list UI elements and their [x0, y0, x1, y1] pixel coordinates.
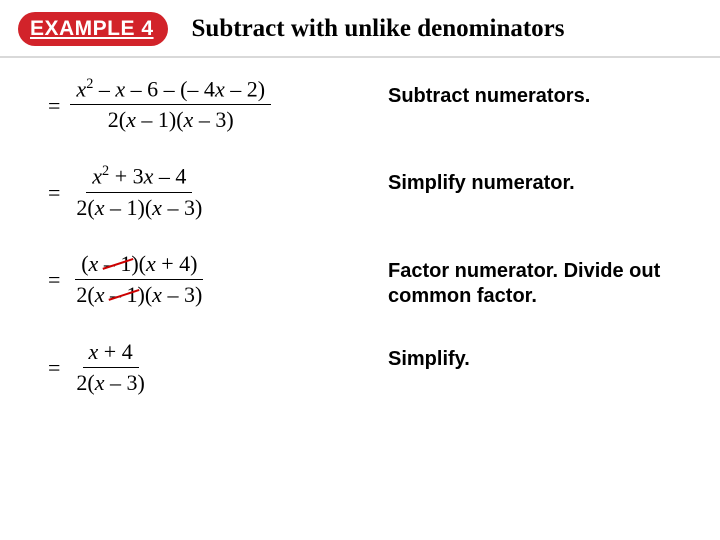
equals-sign: = — [48, 180, 60, 206]
fraction: (x – 1)(x + 4) 2(x – 1)(x – 3) — [70, 251, 208, 308]
equals-sign: = — [48, 267, 60, 293]
slide: EXAMPLE 4 Subtract with unlike denominat… — [0, 0, 720, 540]
slide-title: Subtract with unlike denominators — [192, 15, 565, 43]
numerator: x + 4 — [83, 339, 139, 368]
fraction: x + 4 2(x – 3) — [70, 339, 150, 396]
math-expression: = x2 – x – 6 – (– 4x – 2) 2(x – 1)(x – 3… — [48, 76, 388, 133]
fraction: x2 – x – 6 – (– 4x – 2) 2(x – 1)(x – 3) — [70, 76, 271, 133]
math-expression: = x + 4 2(x – 3) — [48, 339, 388, 396]
step-description: Subtract numerators. — [388, 76, 590, 109]
math-expression: = (x – 1)(x + 4) 2(x – 1)(x – 3) — [48, 251, 388, 308]
denominator: 2(x – 3) — [70, 368, 150, 396]
equals-sign: = — [48, 93, 60, 119]
numerator: x2 + 3x – 4 — [86, 163, 192, 192]
content-area: = x2 – x – 6 – (– 4x – 2) 2(x – 1)(x – 3… — [0, 58, 720, 396]
step-description: Simplify numerator. — [388, 163, 575, 196]
step-row: = x + 4 2(x – 3) Simplify. — [48, 339, 690, 396]
fraction: x2 + 3x – 4 2(x – 1)(x – 3) — [70, 163, 208, 220]
example-pill: EXAMPLE 4 — [18, 12, 168, 46]
step-description: Factor numerator. Divide out common fact… — [388, 251, 690, 309]
denominator: 2(x – 1)(x – 3) — [102, 105, 240, 133]
denominator: 2(x – 1)(x – 3) — [70, 280, 208, 308]
step-row: = (x – 1)(x + 4) 2(x – 1)(x – 3) Factor … — [48, 251, 690, 309]
step-description: Simplify. — [388, 339, 470, 372]
numerator: x2 – x – 6 – (– 4x – 2) — [70, 76, 271, 105]
equals-sign: = — [48, 355, 60, 381]
math-expression: = x2 + 3x – 4 2(x – 1)(x – 3) — [48, 163, 388, 220]
step-row: = x2 – x – 6 – (– 4x – 2) 2(x – 1)(x – 3… — [48, 76, 690, 133]
denominator: 2(x – 1)(x – 3) — [70, 193, 208, 221]
title-bar: EXAMPLE 4 Subtract with unlike denominat… — [0, 0, 720, 58]
step-row: = x2 + 3x – 4 2(x – 1)(x – 3) Simplify n… — [48, 163, 690, 220]
numerator: (x – 1)(x + 4) — [75, 251, 203, 280]
